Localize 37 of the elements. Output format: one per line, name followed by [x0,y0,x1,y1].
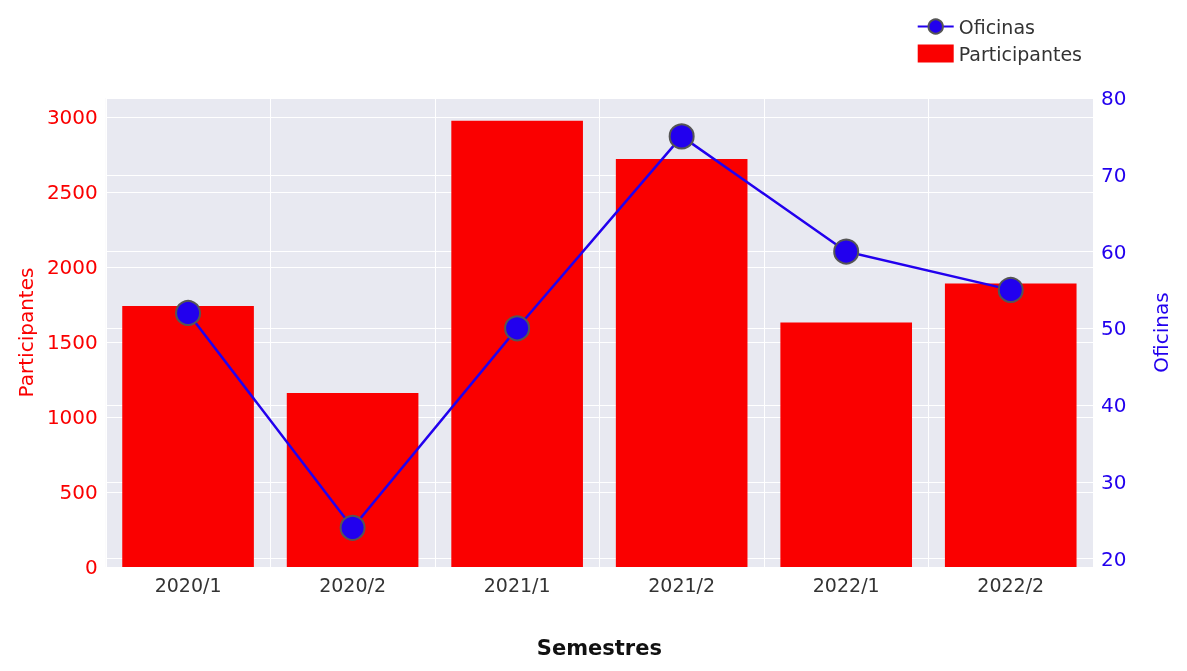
bar [451,120,583,567]
y-axis-title: Participantes [14,267,38,398]
bar [944,283,1077,567]
point [833,238,860,265]
bar [286,393,419,567]
y-tick-label: 2000 [46,255,98,280]
y-tick-label: 3000 [46,105,98,130]
y2-axis-title: Oficinas [1149,292,1173,373]
x-axis-title: Semestres [536,635,662,660]
y2-tick-label: 20 [1101,546,1127,571]
x-tick-label: 2022/2 [977,573,1045,596]
point [997,276,1024,303]
point [339,514,366,541]
y2-tick-label: 40 [1101,393,1127,418]
y-tick-label: 0 [85,555,98,579]
legend-label: Participantes [958,42,1082,65]
x-tick-label: 2020/2 [319,573,387,596]
y-tick-label: 1500 [46,330,98,355]
point [504,315,531,342]
y2-tick-label: 30 [1101,469,1127,494]
x-tick-label: 2021/1 [483,573,551,596]
y2-tick-label: 50 [1101,316,1127,341]
y2-tick-label: 80 [1101,86,1127,110]
bar [615,159,748,567]
y2-tick-label: 70 [1101,162,1127,187]
y-tick-label: 500 [59,480,98,505]
point [175,299,202,326]
y2-tick-label: 60 [1101,239,1127,264]
legend-label: Oficinas [958,15,1035,38]
x-tick-label: 2020/1 [154,573,222,596]
bar [122,306,254,567]
y-tick-label: 1000 [46,405,98,430]
x-tick-label: 2022/1 [812,573,880,596]
bar [780,322,913,567]
point [668,123,695,150]
x-tick-label: 2021/2 [648,573,716,596]
y-tick-label: 2500 [46,180,98,205]
